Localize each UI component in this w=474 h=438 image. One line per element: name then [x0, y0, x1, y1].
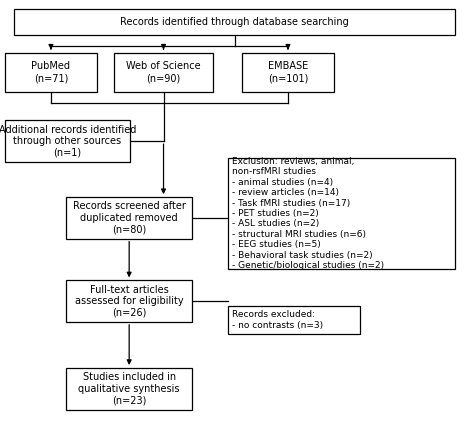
Text: EMBASE
(n=101): EMBASE (n=101)	[268, 61, 308, 83]
Text: Records screened after
duplicated removed
(n=80): Records screened after duplicated remove…	[73, 201, 186, 234]
Text: Full-text articles
assessed for eligibility
(n=26): Full-text articles assessed for eligibil…	[75, 285, 183, 318]
Text: Records excluded:
- no contrasts (n=3): Records excluded: - no contrasts (n=3)	[232, 310, 323, 330]
FancyBboxPatch shape	[5, 53, 97, 92]
FancyBboxPatch shape	[228, 158, 455, 269]
FancyBboxPatch shape	[66, 197, 192, 239]
FancyBboxPatch shape	[114, 53, 213, 92]
FancyBboxPatch shape	[228, 306, 360, 334]
FancyBboxPatch shape	[5, 120, 130, 162]
Text: PubMed
(n=71): PubMed (n=71)	[31, 61, 71, 83]
Text: Web of Science
(n=90): Web of Science (n=90)	[126, 61, 201, 83]
FancyBboxPatch shape	[14, 9, 455, 35]
FancyBboxPatch shape	[242, 53, 334, 92]
Text: Studies included in
qualitative synthesis
(n=23): Studies included in qualitative synthesi…	[78, 372, 180, 405]
Text: Records identified through database searching: Records identified through database sear…	[120, 17, 349, 27]
Text: Exclusion: reviews, animal,
non-rsfMRI studies
- animal studies (n=4)
- review a: Exclusion: reviews, animal, non-rsfMRI s…	[232, 157, 384, 270]
FancyBboxPatch shape	[66, 280, 192, 322]
Text: Additional records identified
through other sources
(n=1): Additional records identified through ot…	[0, 125, 136, 158]
FancyBboxPatch shape	[66, 368, 192, 410]
